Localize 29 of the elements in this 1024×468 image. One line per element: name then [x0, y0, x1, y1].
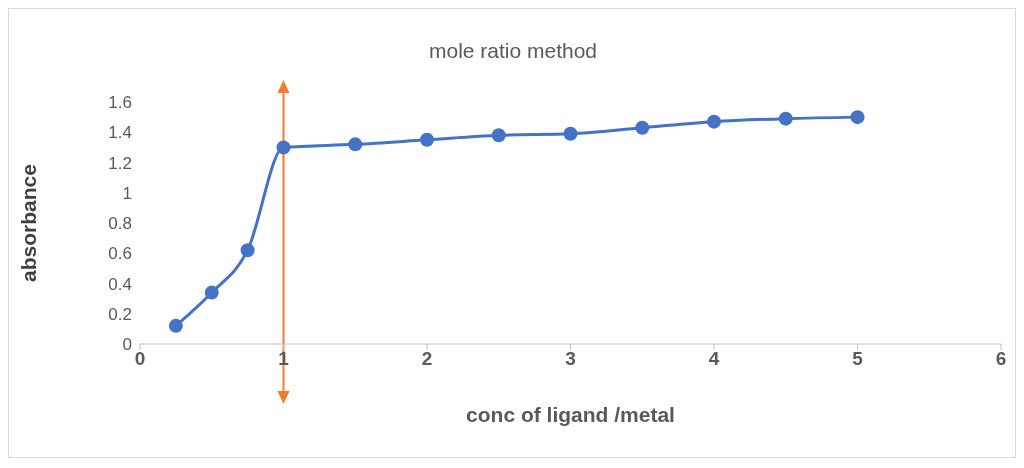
x-tick-label: 6 [995, 348, 1007, 370]
point [204, 285, 219, 300]
x-axis-title: conc of ligand /metal [466, 403, 675, 426]
x-tick-label: 3 [565, 348, 576, 370]
y-tick-label: 1 [122, 183, 132, 203]
y-tick-label: 1.2 [108, 153, 132, 173]
y-tick-label: 0 [122, 335, 132, 355]
point [240, 243, 255, 258]
y-tick-label: 0.2 [108, 304, 132, 324]
point [420, 132, 434, 147]
x-tick-label: 5 [852, 348, 864, 370]
point [276, 140, 291, 155]
point [491, 128, 506, 143]
y-axis-title: absorbance [17, 164, 41, 282]
chart-title: mole ratio method [427, 39, 599, 63]
point [168, 318, 183, 333]
point [563, 126, 578, 141]
y-tick-label: 1.4 [108, 123, 132, 143]
y-tick-label: 0.8 [108, 214, 132, 234]
point [635, 120, 650, 135]
point [707, 114, 721, 129]
y-tick-label: 1.6 [108, 93, 132, 113]
point [778, 111, 793, 126]
y-tick-label: 0.6 [108, 244, 132, 264]
point [348, 137, 363, 152]
x-tick-label: 4 [708, 348, 720, 370]
y-tick-label: 0.4 [108, 274, 132, 294]
x-tick-label: 2 [421, 348, 433, 370]
point [850, 110, 865, 125]
